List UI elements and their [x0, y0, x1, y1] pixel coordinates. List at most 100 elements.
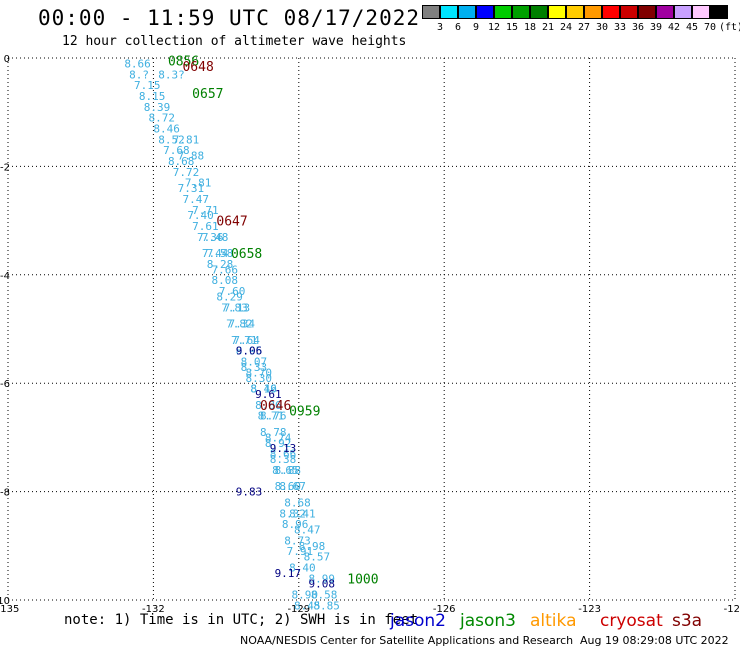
- data-point-label: 8.57: [304, 551, 331, 564]
- time-label: 0658: [231, 247, 262, 262]
- scale-swatch: [656, 5, 674, 19]
- time-label: 1000: [347, 572, 378, 587]
- scale-label: 30: [595, 22, 609, 33]
- data-point-label: 9.17: [275, 567, 302, 580]
- scale-label: 33: [613, 22, 627, 33]
- scale-swatch: [674, 5, 692, 19]
- data-point-label: 7.68: [163, 144, 190, 157]
- scale-label: 21: [541, 22, 555, 33]
- scale-label: 15: [505, 22, 519, 33]
- data-point-label: 8.47: [294, 524, 321, 537]
- data-point-label: 8.96: [282, 518, 309, 531]
- legend-s3a: s3a: [672, 611, 703, 631]
- scale-swatch: [710, 5, 728, 19]
- data-point-label: 8.32: [279, 507, 306, 520]
- data-point-label: 7.83: [221, 301, 248, 314]
- data-point-label: 8.46: [153, 122, 180, 135]
- data-point-label: 8.?: [129, 68, 149, 81]
- y-tick-label: -2: [0, 162, 10, 173]
- y-tick-label: -6: [0, 379, 10, 390]
- data-point-label: 8.15: [139, 90, 166, 103]
- data-point-label: 8.40: [289, 561, 316, 574]
- data-point-label: 7.71: [192, 204, 219, 217]
- scale-label: 3: [436, 22, 444, 33]
- time-label: 0648: [182, 60, 213, 75]
- data-point-label: 8.30: [245, 372, 272, 385]
- data-point-label: 7.60: [219, 285, 246, 298]
- scale-label: 36: [631, 22, 645, 33]
- data-point-label: 8.3?: [158, 68, 185, 81]
- time-label: 0646: [260, 399, 291, 414]
- y-tick-label: -4: [0, 271, 10, 282]
- scale-label: 27: [577, 22, 591, 33]
- data-point-label: 8.98: [299, 540, 326, 553]
- scale-label: 45: [685, 22, 699, 33]
- x-tick-label: -132: [142, 604, 165, 615]
- scale-label: 12: [487, 22, 501, 33]
- data-point-label: 9.13: [270, 442, 297, 455]
- data-point-label: 8.68: [168, 155, 195, 168]
- data-point-label: 7.71: [231, 334, 257, 347]
- scale-swatch: [476, 5, 494, 19]
- data-point-label: 8.86: [255, 399, 282, 412]
- data-point-label: 8.41: [289, 507, 316, 520]
- scale-swatch: [512, 5, 530, 19]
- data-point-label: 8.85: [313, 599, 340, 612]
- scale-label: 6: [454, 22, 462, 33]
- data-point-label: 7.13: [224, 301, 251, 314]
- scale-swatch: [620, 5, 638, 19]
- x-tick-label: -123: [578, 604, 601, 615]
- scale-label: 24: [559, 22, 573, 33]
- data-point-label: 8.65: [272, 464, 299, 477]
- data-point-label: 7.64: [233, 334, 260, 347]
- data-point-label: 8.66: [124, 57, 151, 70]
- data-point-label: 8.99: [308, 572, 335, 585]
- scale-swatch: [530, 5, 548, 19]
- scale-label: 9: [472, 22, 480, 33]
- data-point-label: 7.88: [178, 150, 205, 163]
- data-point-label: 8.92: [265, 437, 292, 450]
- data-point-label: 7.82: [226, 318, 253, 331]
- data-point-label: 8.45: [294, 599, 321, 612]
- data-point-label: 9.08: [308, 578, 335, 591]
- data-point-label: 8.38: [270, 453, 297, 466]
- scale-swatch: [584, 5, 602, 19]
- scale-swatch: [692, 5, 710, 19]
- data-point-label: 8.08: [212, 274, 239, 287]
- data-point-label: 8.95: [236, 345, 263, 358]
- legend-altika: altika: [530, 611, 577, 631]
- scale-unit: (ft): [718, 22, 740, 33]
- data-point-label: 8.28: [207, 258, 234, 271]
- y-tick-label: -8: [0, 488, 10, 499]
- data-point-label: 7.66: [212, 263, 239, 276]
- data-point-label: 7.91: [287, 545, 314, 558]
- chart-subtitle: 12 hour collection of altimeter wave hei…: [62, 34, 407, 49]
- data-point-label: 8.74: [265, 431, 292, 444]
- scale-swatch: [566, 5, 584, 19]
- scale-swatch: [602, 5, 620, 19]
- data-point-label: 8.67: [279, 480, 306, 493]
- data-point-label: 7.81: [173, 133, 200, 146]
- x-tick-label: -129: [287, 604, 310, 615]
- data-point-label: 8.29: [216, 290, 243, 303]
- x-tick-label: -135: [0, 604, 19, 615]
- time-label: 0959: [289, 404, 320, 419]
- scale-swatch: [638, 5, 656, 19]
- data-point-label: 7.48: [202, 231, 229, 244]
- data-point-label: 8.66: [270, 448, 297, 461]
- data-point-label: 8.33: [241, 361, 268, 374]
- data-point-label: 7.47: [182, 193, 209, 206]
- y-tick-label: -10: [0, 596, 10, 607]
- data-point-label: 8.19: [250, 383, 276, 396]
- data-point-label: 7.72: [173, 166, 200, 179]
- time-label: 0647: [216, 215, 247, 230]
- units-note: note: 1) Time is in UTC; 2) SWH is in fe…: [64, 612, 419, 628]
- page-title: 00:00 - 11:59 UTC 08/17/2022: [38, 6, 421, 30]
- data-point-label: 8.88: [275, 464, 302, 477]
- data-point-label: 8.90: [292, 589, 319, 602]
- data-point-label: 8.52: [158, 133, 185, 146]
- x-tick-label: -120: [724, 604, 740, 615]
- scale-label: 18: [523, 22, 537, 33]
- data-point-label: 7.31: [178, 182, 205, 195]
